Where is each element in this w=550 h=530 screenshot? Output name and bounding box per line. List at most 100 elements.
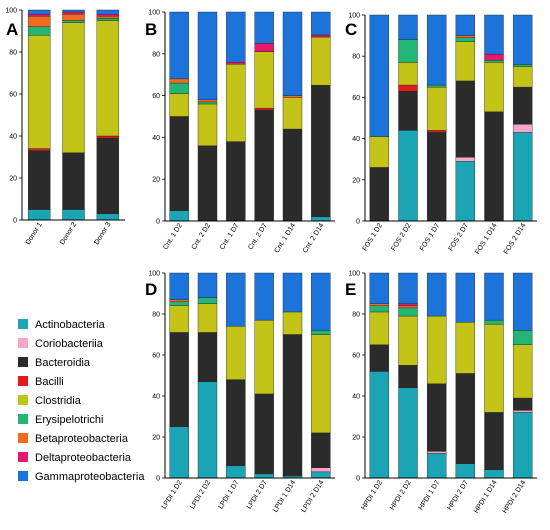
bar-segment-c-3-0 xyxy=(455,161,476,222)
bar-segment-e-1-4 xyxy=(398,315,418,366)
y-tick-label-a-0: 0 xyxy=(13,218,17,225)
x-tick-label-d-3: LPDI 2 D7 xyxy=(246,479,269,510)
bar-segment-c-3-4 xyxy=(455,41,476,82)
bar-segment-c-2-2 xyxy=(426,132,447,222)
bar-segment-c-4-5 xyxy=(484,60,504,63)
bar-segment-d-3-8 xyxy=(254,272,274,321)
bar-segment-d-5-1 xyxy=(311,467,331,473)
x-tick-label-d-0: LPDI 1 D2 xyxy=(161,479,184,510)
panel-label-a: A xyxy=(6,20,18,39)
bar-segment-e-1-0 xyxy=(398,387,418,479)
bar-segment-c-0-8 xyxy=(369,14,390,137)
y-tick-label-b-3: 60 xyxy=(152,93,160,100)
x-tick-label-b-5: Cnt. 2 D14 xyxy=(302,222,326,254)
legend-swatch-3 xyxy=(18,376,28,386)
bar-segment-b-0-8 xyxy=(169,11,189,80)
y-tick-label-b-1: 20 xyxy=(152,177,160,184)
bar-segment-e-0-5 xyxy=(369,305,390,313)
legend-swatch-4 xyxy=(18,395,28,405)
bar-segment-d-5-5 xyxy=(311,330,331,335)
bar-segment-a-1-2 xyxy=(62,152,85,210)
bar-segment-d-3-4 xyxy=(254,319,274,395)
bar-segment-e-3-8 xyxy=(455,272,476,323)
panel-label-c: C xyxy=(345,20,357,39)
bar-segment-c-4-2 xyxy=(484,111,504,222)
bar-segment-e-5-8 xyxy=(512,272,533,331)
bar-segment-d-0-5 xyxy=(169,301,189,307)
legend-swatch-5 xyxy=(18,414,28,424)
bar-segment-d-5-0 xyxy=(311,471,331,479)
x-tick-label-e-4: HPDI 1 D14 xyxy=(473,479,499,514)
bar-segment-c-5-4 xyxy=(512,66,533,88)
x-tick-label-c-0: FOS 1 D2 xyxy=(362,222,384,252)
x-tick-label-e-5: HPDI 2 D14 xyxy=(502,479,528,514)
bar-segment-e-2-0 xyxy=(426,453,447,479)
y-tick-label-a-2: 40 xyxy=(9,134,17,141)
bar-segment-a-2-8 xyxy=(96,9,120,15)
bar-segment-e-1-7 xyxy=(398,303,418,306)
x-tick-label-b-0: Cnt. 1 D2 xyxy=(162,222,184,251)
bar-segment-a-2-0 xyxy=(96,213,120,221)
legend-label-1: Coriobacteriia xyxy=(35,338,104,350)
bar-segment-b-5-0 xyxy=(311,216,331,222)
bar-segment-b-2-4 xyxy=(226,64,246,142)
bar-segment-a-0-3 xyxy=(27,148,51,151)
bar-segment-c-2-8 xyxy=(426,14,447,86)
bar-segment-b-3-4 xyxy=(254,51,274,109)
x-tick-label-c-1: FOS 2 D2 xyxy=(390,222,412,252)
bar-segment-c-5-2 xyxy=(512,86,533,125)
y-tick-label-e-5: 100 xyxy=(348,271,360,278)
bar-segment-a-0-2 xyxy=(27,150,51,210)
bar-segment-d-2-4 xyxy=(226,326,246,380)
y-tick-label-c-1: 20 xyxy=(352,177,360,184)
bar-segment-d-0-6 xyxy=(169,299,189,302)
chart-panel-d: 0 20 40 60 80 100 LPDI 1 D2 LPDI 2 D2 LPDI 1 D7 L… xyxy=(148,271,335,514)
bar-segment-c-2-4 xyxy=(426,86,447,131)
bar-segment-b-2-2 xyxy=(226,141,246,222)
x-tick-label-c-3: FOS 2 D7 xyxy=(448,222,470,252)
bar-segment-b-4-4 xyxy=(282,97,303,130)
bar-segment-b-1-6 xyxy=(197,99,218,103)
y-tick-label-c-2: 40 xyxy=(352,136,360,143)
chart-panel-b: 0 20 40 60 80 100 Cnt. 1 D2 Cnt. 2 D2 Cnt. 1 D7 C… xyxy=(148,10,335,254)
bar-segment-e-2-8 xyxy=(426,272,447,317)
bar-segment-c-5-1 xyxy=(512,123,533,133)
x-tick-label-c-5: FOS 2 D14 xyxy=(503,222,528,255)
bar-segment-a-0-4 xyxy=(27,35,51,149)
panel-label-b: B xyxy=(145,20,157,39)
panel-label-e: E xyxy=(345,280,356,299)
bar-segment-e-5-2 xyxy=(512,397,533,411)
y-tick-label-a-4: 80 xyxy=(9,50,17,57)
x-tick-label-e-3: HPDI 2 D7 xyxy=(446,479,470,511)
bar-segment-e-0-6 xyxy=(369,303,390,306)
bar-segment-e-4-2 xyxy=(484,412,504,470)
x-tick-label-d-1: LPDI 2 D2 xyxy=(189,479,212,510)
y-tick-label-c-0: 0 xyxy=(356,219,360,226)
bar-segment-e-5-5 xyxy=(512,330,533,345)
bar-segment-b-3-3 xyxy=(254,107,274,111)
chart-panel-c: 0 20 40 60 80 100 FOS 1 D2 FOS 2 D2 FOS 1 D7 FOS … xyxy=(348,13,537,256)
bar-segment-b-2-8 xyxy=(226,11,246,63)
bar-segment-b-5-4 xyxy=(311,36,331,86)
y-tick-label-d-5: 100 xyxy=(148,271,160,278)
bar-segment-e-5-0 xyxy=(512,412,533,479)
bar-segment-e-4-8 xyxy=(484,272,504,321)
bar-segment-a-2-7 xyxy=(96,13,120,17)
bar-segment-c-4-4 xyxy=(484,62,504,113)
y-tick-label-e-3: 60 xyxy=(352,353,360,360)
x-tick-label-e-0: HPDI 1 D2 xyxy=(360,479,384,511)
bar-segment-e-4-4 xyxy=(484,324,504,413)
legend-swatch-2 xyxy=(18,357,28,367)
bar-segment-b-2-7 xyxy=(226,61,246,65)
bar-segment-c-2-5 xyxy=(426,84,447,88)
bar-segment-b-4-8 xyxy=(282,11,303,96)
bar-segment-d-0-0 xyxy=(169,426,189,479)
bar-segment-e-0-4 xyxy=(369,311,390,345)
bar-segment-c-3-5 xyxy=(455,37,476,42)
bar-segment-b-1-2 xyxy=(197,145,218,222)
bar-segment-b-5-8 xyxy=(311,11,331,36)
bar-segment-e-0-0 xyxy=(369,371,390,479)
x-tick-label-a-2: Donor 3 xyxy=(93,221,112,246)
